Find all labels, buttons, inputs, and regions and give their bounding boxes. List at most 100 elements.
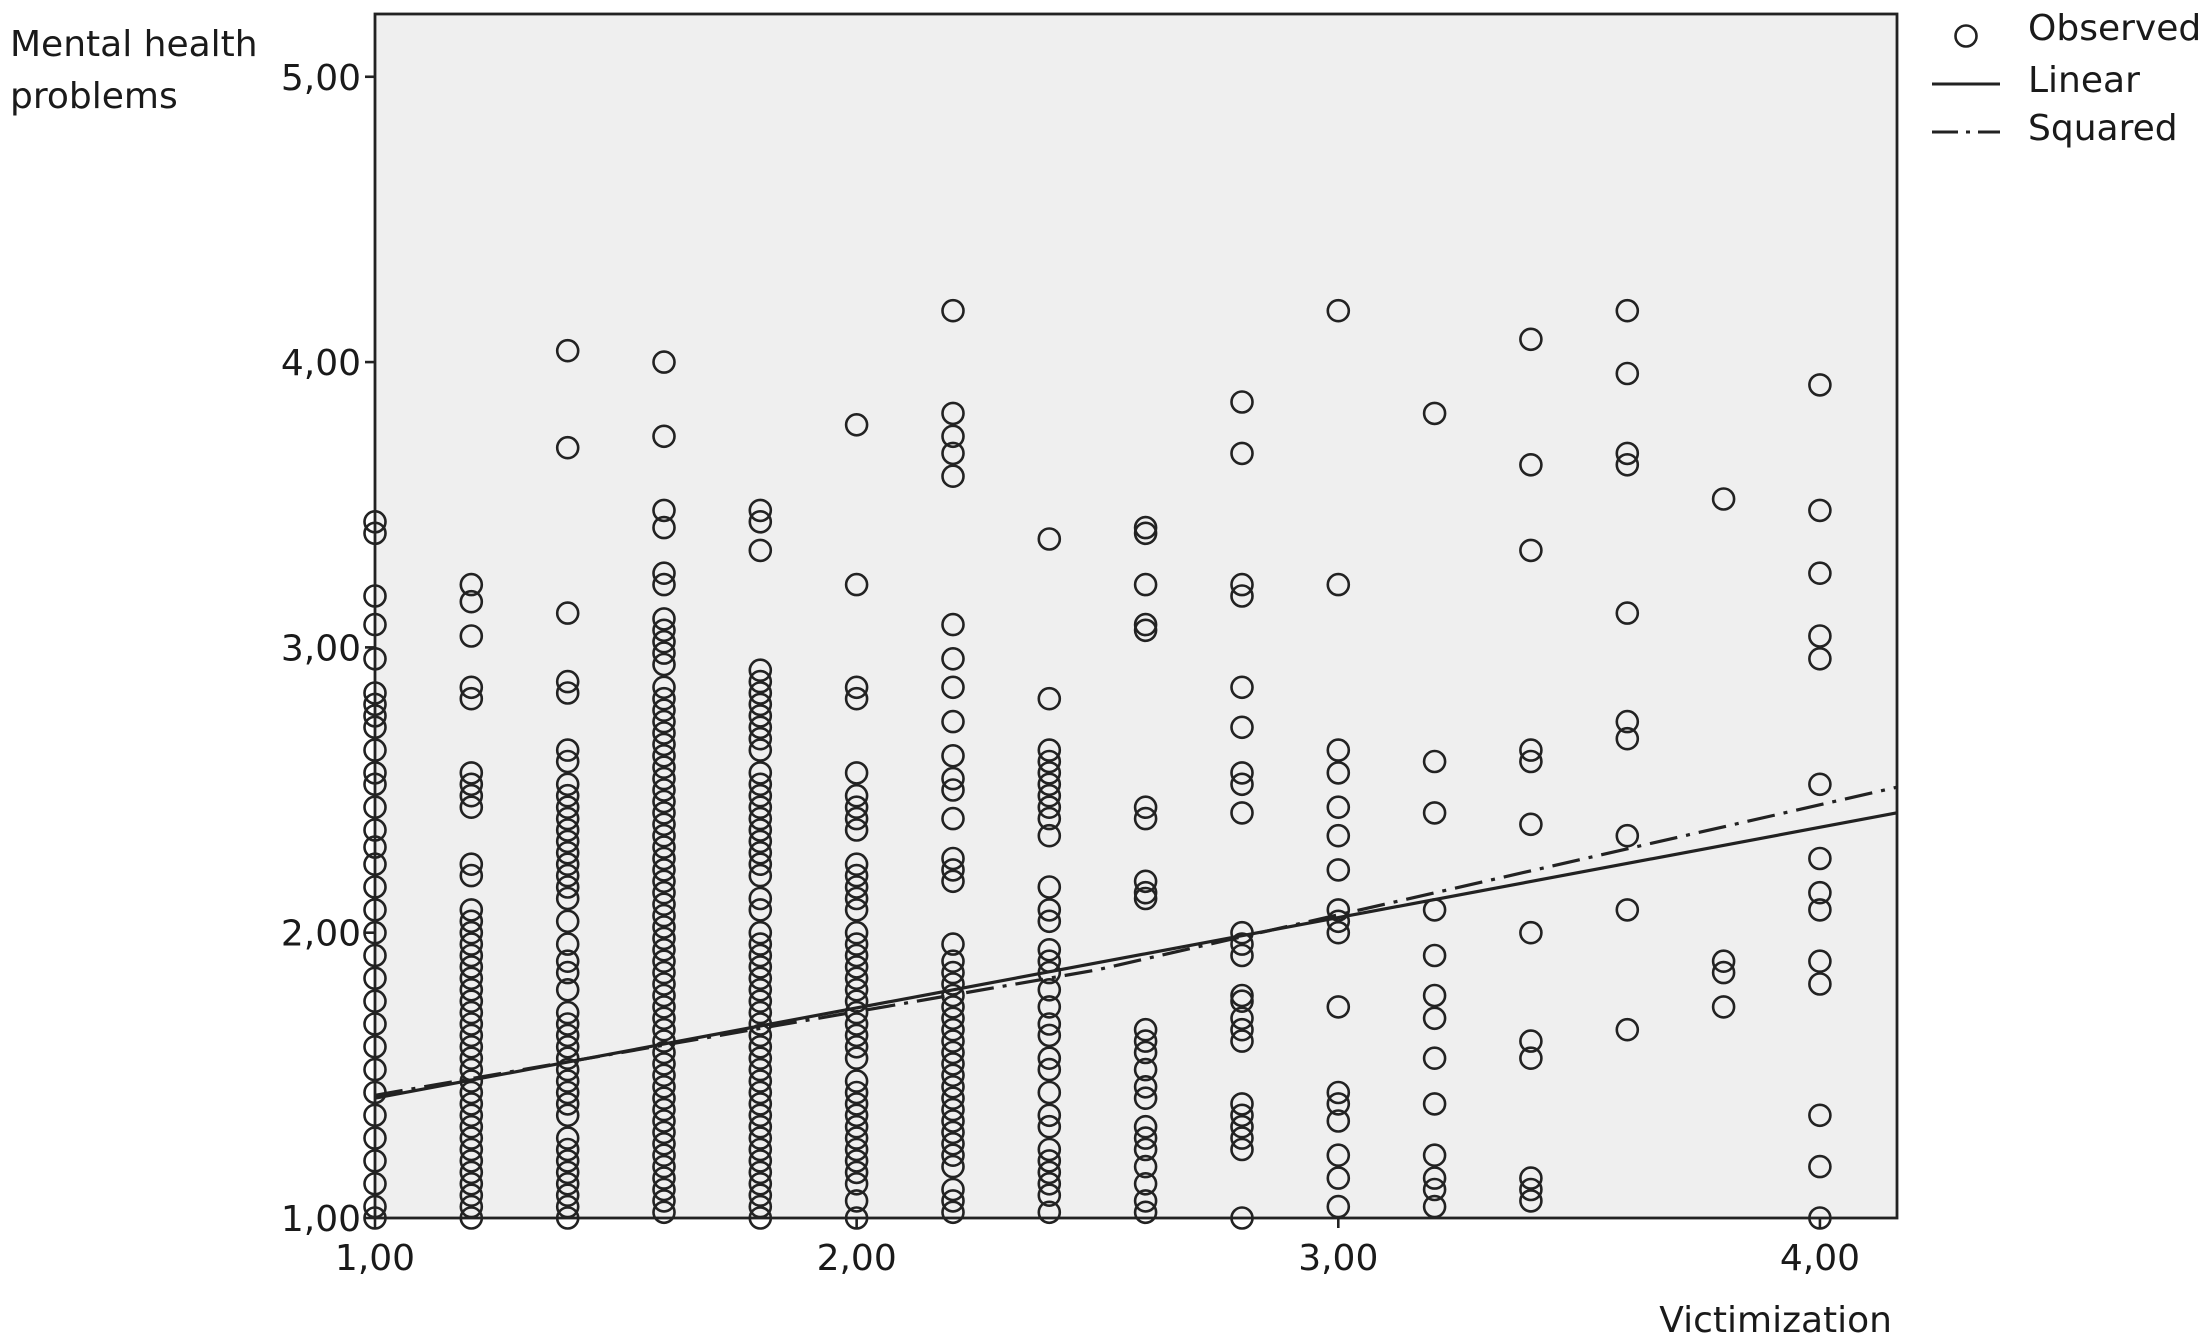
observed-point <box>748 818 773 842</box>
observed-point <box>459 909 484 934</box>
observed-point <box>1615 898 1640 922</box>
observed-point <box>1519 920 1543 945</box>
observed-point <box>1037 1172 1062 1196</box>
observed-point <box>652 618 676 643</box>
observed-point <box>555 1194 580 1219</box>
observed-point <box>652 766 676 791</box>
observed-point <box>1422 1006 1447 1031</box>
observed-point <box>748 1172 773 1196</box>
observed-point <box>1326 920 1351 945</box>
observed-point <box>748 1206 773 1230</box>
observed-point <box>1037 1149 1062 1173</box>
observed-point <box>1519 1029 1543 1053</box>
observed-point <box>844 1012 869 1036</box>
observed-point <box>1326 1092 1351 1116</box>
observed-point <box>1422 943 1447 968</box>
observed-point <box>555 1046 580 1070</box>
observed-point <box>1808 646 1832 671</box>
observed-point <box>941 932 965 956</box>
observed-point <box>844 932 869 956</box>
observed-point <box>1133 572 1158 597</box>
observed-point <box>363 612 387 637</box>
observed-point <box>555 829 580 854</box>
observed-point <box>844 863 869 888</box>
observed-point <box>1037 1046 1062 1070</box>
observed-point <box>652 880 676 905</box>
observed-point <box>1133 1200 1158 1225</box>
observed-point <box>1615 361 1640 386</box>
observed-point <box>844 572 869 597</box>
legend-linear-label: Linear <box>2028 60 2140 101</box>
observed-point <box>1808 561 1832 586</box>
legend: Observed Linear Squared <box>1932 8 2201 149</box>
observed-point <box>652 1052 676 1076</box>
observed-point <box>1326 1143 1351 1167</box>
observed-point <box>1037 686 1062 711</box>
observed-point <box>1230 989 1254 1014</box>
observed-point <box>941 612 965 637</box>
observed-point <box>652 823 676 848</box>
observed-point <box>941 298 965 323</box>
observed-point <box>459 1149 484 1173</box>
observed-point <box>1615 298 1640 323</box>
observed-point <box>652 869 676 894</box>
observed-point <box>844 1046 869 1070</box>
observed-point <box>555 1126 580 1150</box>
fit-lines <box>374 785 1898 1100</box>
observed-point <box>1326 858 1351 882</box>
observed-point <box>1422 1194 1447 1219</box>
observed-point <box>748 955 773 979</box>
observed-point <box>555 1000 580 1025</box>
observed-point <box>363 1126 387 1150</box>
observed-point <box>459 1137 484 1162</box>
observed-point <box>844 783 869 808</box>
observed-point <box>1326 823 1351 848</box>
observed-point <box>652 424 676 449</box>
observed-point <box>1422 1143 1447 1167</box>
observed-point <box>459 977 484 1002</box>
observed-point <box>459 1126 484 1150</box>
observed-point <box>1422 983 1447 1008</box>
observed-point <box>363 1149 387 1173</box>
observed-point <box>652 926 676 951</box>
observed-point <box>363 835 387 859</box>
observed-point <box>941 1006 965 1031</box>
observed-point <box>941 995 965 1019</box>
observed-point <box>1230 1006 1254 1031</box>
observed-point <box>748 715 773 740</box>
observed-point <box>1808 949 1832 974</box>
observed-point <box>941 766 965 791</box>
observed-point <box>1326 1080 1351 1105</box>
observed-point <box>555 863 580 888</box>
observed-point <box>1037 1114 1062 1139</box>
observed-point <box>844 761 869 785</box>
plot-area <box>373 12 1899 1220</box>
observed-point <box>844 1149 869 1173</box>
observed-point <box>459 1046 484 1070</box>
observed-point <box>941 806 965 831</box>
observed-point <box>748 498 773 523</box>
observed-point <box>844 920 869 945</box>
observed-point <box>363 989 387 1014</box>
observed-point <box>1326 1109 1351 1133</box>
observed-point <box>363 898 387 922</box>
observed-point <box>1133 1126 1158 1150</box>
observed-point <box>1422 749 1447 774</box>
observed-point <box>1326 1166 1351 1190</box>
legend-observed-label: Observed <box>2028 8 2201 49</box>
observed-point <box>844 955 869 979</box>
observed-point <box>1230 1017 1254 1042</box>
observed-point <box>363 681 387 705</box>
observed-point <box>1326 1194 1351 1219</box>
observed-point <box>652 983 676 1008</box>
observed-point <box>1808 1154 1832 1179</box>
observed-point <box>363 738 387 762</box>
observed-point <box>1519 738 1543 762</box>
observed-point <box>941 1154 965 1179</box>
observed-point <box>652 561 676 586</box>
observed-point <box>1326 909 1351 934</box>
observed-point <box>1133 806 1158 831</box>
observed-point <box>1326 898 1351 922</box>
observed-point <box>555 1183 580 1207</box>
observed-point <box>459 624 484 648</box>
